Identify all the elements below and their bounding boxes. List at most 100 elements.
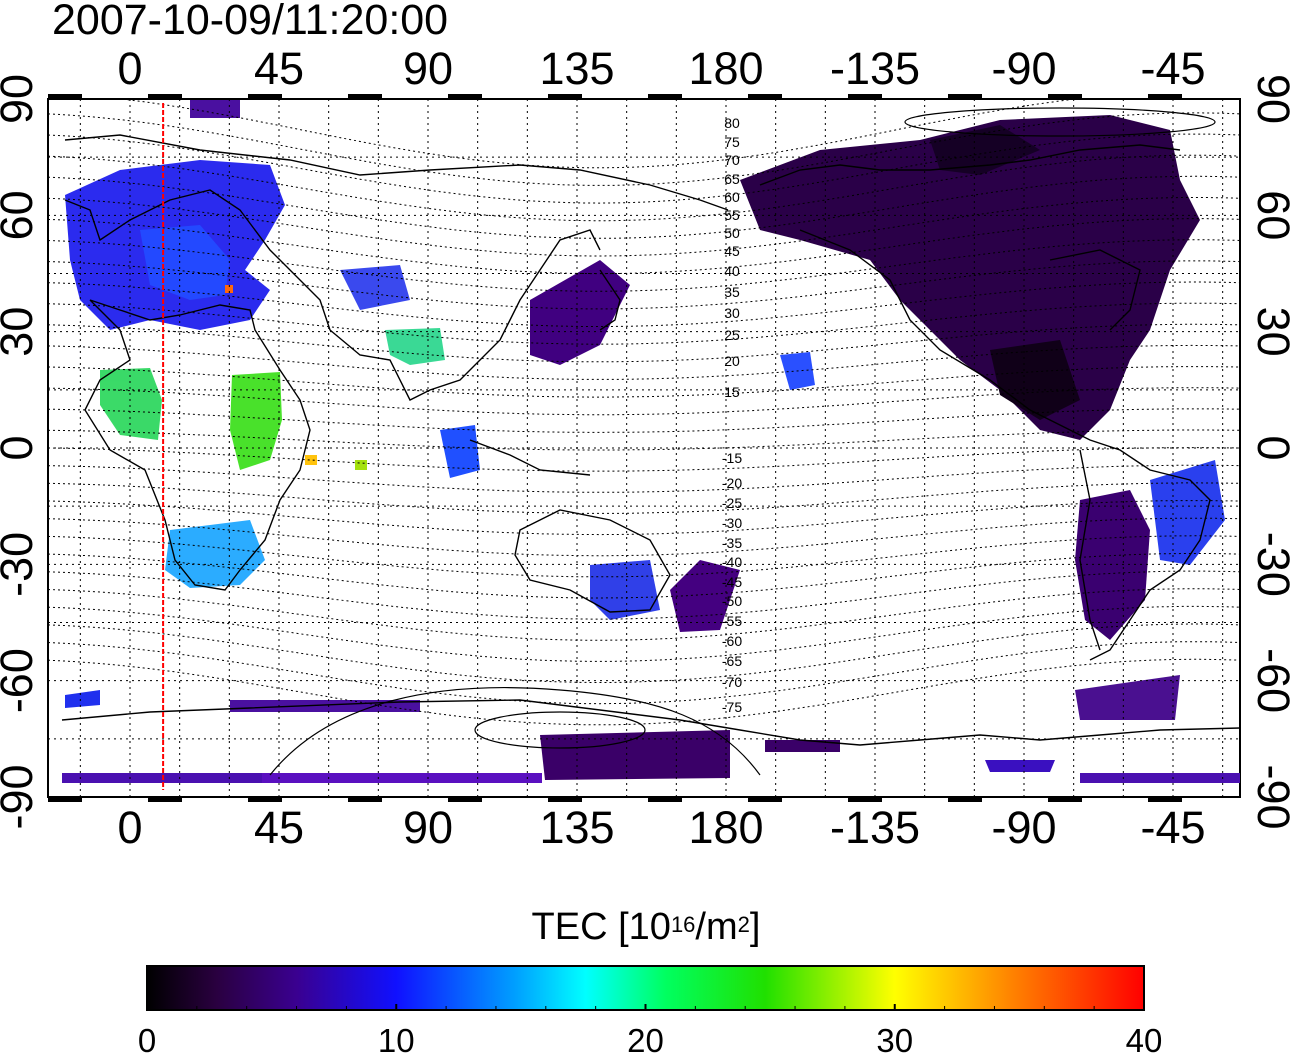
longitude-tick-label: 0 (117, 43, 142, 94)
magnetic-latitude-contour (48, 344, 1240, 380)
longitude-tick-label: 90 (403, 802, 453, 853)
colorbar-tick-label: 40 (1126, 1022, 1163, 1057)
latitude-tick-label: -60 (0, 648, 42, 713)
magnetic-latitude-label: 70 (724, 152, 740, 168)
longitude-tick-label: -90 (991, 43, 1056, 94)
magnetic-latitude-contours (48, 99, 1240, 726)
magnetic-latitude-label: -20 (722, 475, 742, 491)
latitude-tick-label: -90 (0, 764, 42, 829)
magnetic-contour-south-outer (269, 687, 761, 776)
magnetic-latitude-label: 30 (724, 305, 740, 321)
magnetic-latitude-contour (48, 408, 1240, 433)
magnetic-latitude-label: -45 (722, 574, 742, 590)
magnetic-latitude-contour (48, 429, 1240, 451)
magnetic-latitude-contour (48, 517, 1240, 557)
colorbar (146, 965, 1145, 1011)
longitude-tick-label: -45 (1140, 43, 1205, 94)
magnetic-latitude-label: 45 (724, 243, 740, 259)
colorbar-tick-label: 20 (627, 1022, 664, 1057)
map-title: 2007-10-09/11:20:00 (52, 0, 449, 44)
magnetic-pole-contour-north (904, 107, 1216, 137)
magnetic-latitude-contour (48, 154, 1240, 222)
magnetic-latitude-label: -40 (722, 554, 742, 570)
longitude-tick-label: 180 (688, 802, 763, 853)
latitude-tick-label: 90 (1248, 74, 1292, 124)
latitude-tick-label: 60 (0, 190, 42, 240)
magnetic-latitude-label: -30 (722, 515, 742, 531)
latitude-tick-label: 90 (0, 74, 42, 124)
magnetic-latitude-label: 50 (724, 225, 740, 241)
longitude-tick-label: -135 (830, 43, 920, 94)
magnetic-latitude-label: -15 (722, 450, 742, 466)
coastlines (61, 134, 1240, 746)
longitude-tick-label: 45 (254, 802, 304, 853)
magnetic-latitude-label: -55 (722, 613, 742, 629)
colorbar-tick-label: 0 (138, 1022, 156, 1057)
tec-data-asia-pacific (190, 100, 740, 780)
magnetic-latitude-label: 20 (724, 353, 740, 369)
magnetic-latitude-contour (48, 658, 1240, 726)
longitude-tick-label: 0 (117, 802, 142, 853)
magnetic-latitude-label: -65 (722, 653, 742, 669)
magnetic-latitude-label: 80 (724, 115, 740, 131)
magnetic-latitude-label: -70 (722, 674, 742, 690)
magnetic-latitude-label: 75 (724, 134, 740, 150)
magnetic-latitude-label: -60 (722, 633, 742, 649)
magnetic-latitude-label: -75 (722, 699, 742, 715)
colorbar-title: TEC [1016/m2] (531, 906, 761, 948)
magnetic-latitude-contour (48, 641, 1240, 705)
latitude-tick-label: -30 (1248, 532, 1292, 597)
latitude-tick-label: 30 (0, 307, 42, 357)
magnetic-latitude-contour (48, 535, 1240, 578)
longitude-tick-label: 135 (539, 43, 614, 94)
magnetic-latitude-label: 15 (724, 384, 740, 400)
latitude-tick-label: 0 (1248, 435, 1292, 460)
magnetic-latitude-labels: 80 75 70 65 60 55 50 45 40 35 30 25 20 15 -15 -20 -25 -30… (722, 115, 742, 715)
magnetic-latitude-label: -25 (722, 495, 742, 511)
magnetic-latitude-label: 60 (724, 189, 740, 205)
magnetic-latitude-contour (48, 366, 1240, 398)
magnetic-latitude-contour (48, 302, 1240, 345)
colorbar-tick-label: 30 (876, 1022, 913, 1057)
magnetic-latitude-label: 35 (724, 284, 740, 300)
magnetic-pole-contour-south (474, 711, 646, 749)
longitude-tick-label: 180 (688, 43, 763, 94)
latitude-ticks-right: 90 60 30 0 -30 -60 -90 (1248, 74, 1292, 830)
magnetic-latitude-contour (48, 387, 1240, 416)
latitude-tick-label: -90 (1248, 764, 1292, 829)
magnetic-latitude-label: 65 (724, 171, 740, 187)
magnetic-latitude-contour (48, 500, 1240, 536)
magnetic-latitude-contour (48, 623, 1240, 683)
magnetic-latitude-label: 40 (724, 263, 740, 279)
longitude-tick-label: 135 (539, 802, 614, 853)
magnetic-latitude-contour (48, 447, 1240, 472)
magnetic-latitude-label: -35 (722, 535, 742, 551)
magnetic-latitude-contour (48, 197, 1240, 257)
latitude-tick-label: -60 (1248, 648, 1292, 713)
magnetic-latitude-label: -50 (722, 593, 742, 609)
longitude-tick-label: -45 (1140, 802, 1205, 853)
longitude-tick-label: 45 (254, 43, 304, 94)
longitude-ticks-top: 0 45 90 135 180 -135 -90 -45 (117, 43, 1205, 94)
tec-data-americas (740, 115, 1225, 772)
latitude-tick-label: 0 (0, 435, 42, 460)
longitude-ticks-bottom: 0 45 90 135 180 -135 -90 -45 (117, 802, 1205, 853)
colorbar-tick-label: 10 (378, 1022, 415, 1057)
magnetic-latitude-label: 55 (724, 207, 740, 223)
magnetic-latitude-contour (48, 112, 1240, 186)
longitude-tick-label: -90 (991, 802, 1056, 853)
latitude-tick-label: 60 (1248, 190, 1292, 240)
magnetic-latitude-label: 25 (724, 327, 740, 343)
longitude-tick-label: -135 (830, 802, 920, 853)
latitude-tick-label: -30 (0, 532, 42, 597)
magnetic-latitude-contour (48, 464, 1240, 493)
magnetic-latitude-contour (117, 99, 1081, 169)
longitude-tick-label: 90 (403, 43, 453, 94)
magnetic-latitude-contour (48, 175, 1240, 239)
graticule (48, 99, 1240, 797)
latitude-tick-label: 30 (1248, 307, 1292, 357)
magnetic-latitude-contour (48, 482, 1240, 514)
magnetic-latitude-contour (48, 133, 1240, 204)
latitude-ticks-left: 90 60 30 0 -30 -60 -90 (0, 74, 42, 830)
